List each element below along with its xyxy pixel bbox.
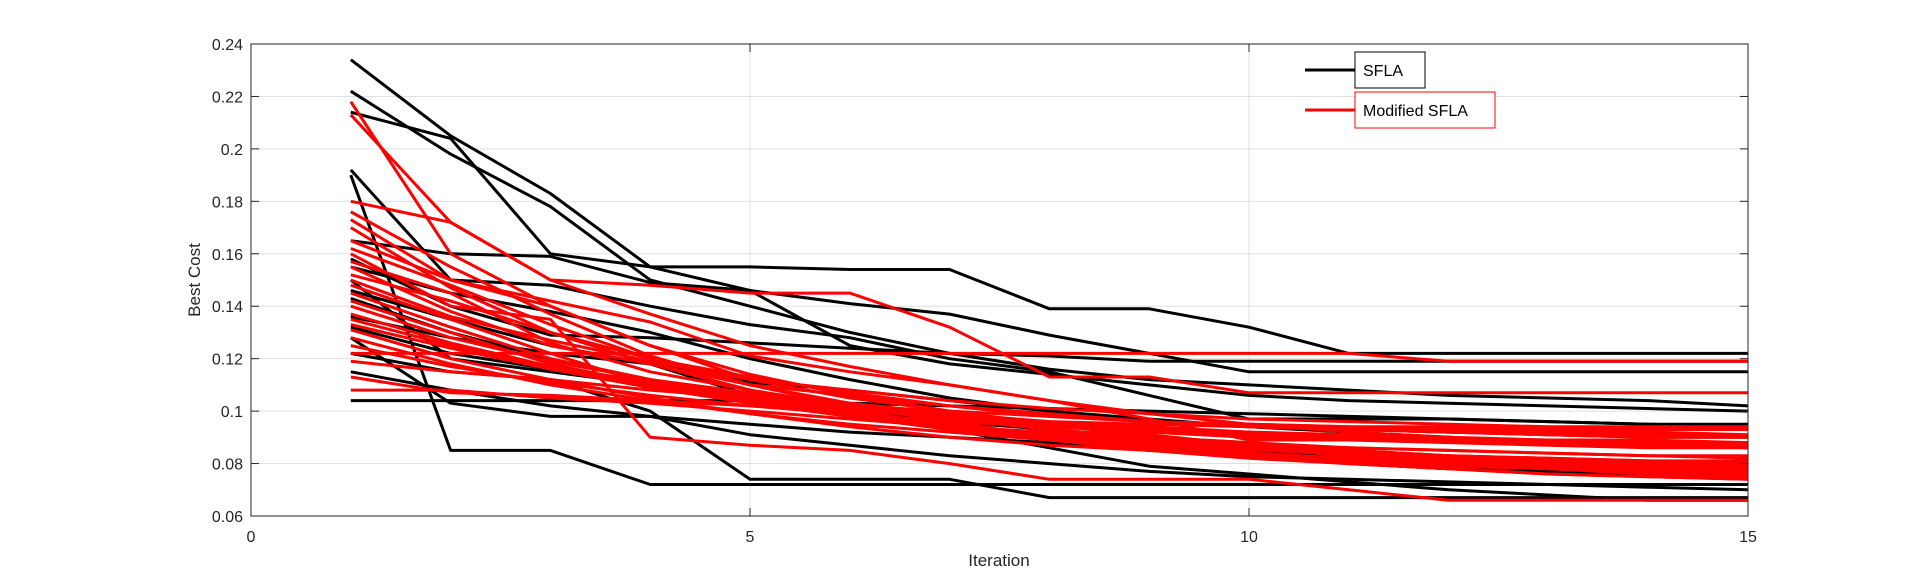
plot-frame: [250, 43, 1749, 517]
sfla-legend-box: [1354, 51, 1426, 89]
legend: SFLA Modified SFLA: [1305, 51, 1496, 129]
y-tick-label: 0.06: [212, 509, 243, 526]
sfla-legend-label: SFLA: [1363, 63, 1403, 80]
y-axis-title: Best Cost: [185, 243, 204, 317]
y-tick-label: 0.24: [212, 37, 243, 54]
x-tick-label: 10: [1240, 529, 1258, 546]
y-tick-label: 0.16: [212, 247, 243, 264]
modified-sfla-run-line: [350, 351, 1748, 363]
y-tick-label: 0.18: [212, 194, 243, 211]
series-lines: [349, 58, 1749, 502]
modified-sfla-run-line: [350, 375, 1749, 439]
x-tick-label: 5: [746, 529, 755, 546]
y-tick-label: 0.12: [212, 352, 243, 369]
modified-sfla-run-line: [350, 344, 1749, 447]
modified-sfla-run-line: [350, 252, 1748, 502]
x-axis-ticks: 0 5 10 15: [247, 44, 1757, 546]
sfla-run-line: [350, 89, 1749, 408]
modified-sfla-series-group: [349, 100, 1749, 502]
modified-sfla-run-line: [350, 359, 1749, 437]
x-tick-label: 15: [1739, 529, 1757, 546]
sfla-run-line: [349, 58, 1749, 413]
y-tick-label: 0.14: [212, 299, 243, 316]
y-tick-label: 0.08: [212, 457, 243, 474]
modified-sfla-run-line: [350, 278, 1748, 429]
modified-sfla-run-line: [350, 388, 1749, 460]
x-axis-title: Iteration: [968, 551, 1029, 570]
modified-sfla-legend-box: [1354, 91, 1496, 129]
sfla-run-line: [350, 239, 1748, 374]
sfla-run-line: [349, 336, 1749, 492]
modified-sfla-legend-label: Modified SFLA: [1363, 103, 1468, 120]
modified-sfla-run-line: [350, 336, 1748, 463]
x-tick-label: 0: [247, 529, 256, 546]
y-tick-label: 0.1: [221, 404, 243, 421]
y-tick-label: 0.22: [212, 89, 243, 106]
modified-sfla-run-line: [350, 199, 1748, 395]
y-axis-ticks: 0.06 0.08 0.1 0.12 0.14 0.16 0.18 0.2 0.22 0.24: [212, 37, 1748, 526]
y-tick-label: 0.2: [221, 142, 243, 159]
sfla-run-line: [350, 110, 1748, 355]
